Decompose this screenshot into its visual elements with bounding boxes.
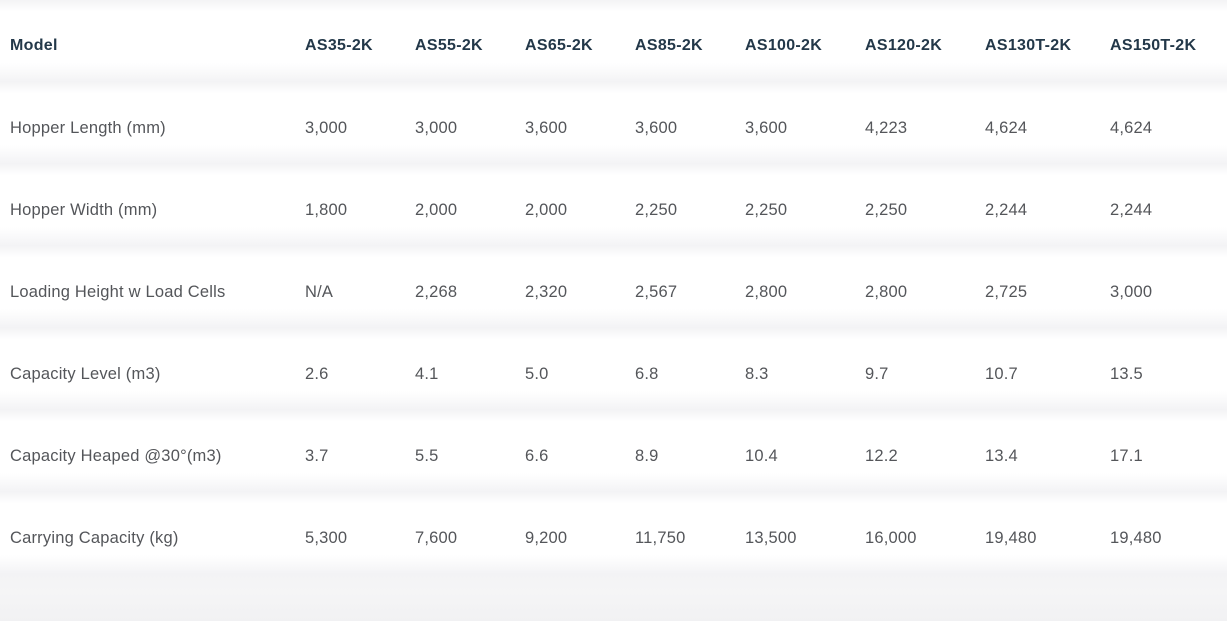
spec-value-cell: 6.6 xyxy=(516,410,626,492)
spec-value-cell: 2,320 xyxy=(516,246,626,328)
spec-value-cell: 2,800 xyxy=(856,246,976,328)
spec-row: Carrying Capacity (kg) 5,300 7,600 9,200 11,… xyxy=(0,492,1227,574)
spec-value-cell: 5.5 xyxy=(406,410,516,492)
spec-value-cell: 2.6 xyxy=(296,328,406,410)
spec-value-cell: 10.7 xyxy=(976,328,1101,410)
spec-value-cell: 2,250 xyxy=(736,164,856,246)
spec-value-cell: 9.7 xyxy=(856,328,976,410)
spec-value-cell: 3.7 xyxy=(296,410,406,492)
spec-value-cell: 4.1 xyxy=(406,328,516,410)
spec-value-cell: 4,624 xyxy=(976,82,1101,164)
spec-value-cell: 2,244 xyxy=(1101,164,1227,246)
header-row: Model AS35-2K AS55-2K AS65-2K AS85-2K AS100-2… xyxy=(0,0,1227,82)
spec-value-cell: 19,480 xyxy=(976,492,1101,574)
spec-value-cell: 2,250 xyxy=(856,164,976,246)
model-column-header: AS65-2K xyxy=(516,0,626,82)
model-column-header: AS100-2K xyxy=(736,0,856,82)
model-column-header: AS35-2K xyxy=(296,0,406,82)
spec-row: Capacity Heaped @30°(m3) 3.7 5.5 6.6 8.9 10.4… xyxy=(0,410,1227,492)
spec-value-cell: 8.3 xyxy=(736,328,856,410)
spec-value-cell: 13.5 xyxy=(1101,328,1227,410)
spec-value-cell: 19,480 xyxy=(1101,492,1227,574)
spec-row-label: Carrying Capacity (kg) xyxy=(0,492,296,574)
spec-value-cell: 2,268 xyxy=(406,246,516,328)
spec-value-cell: 2,000 xyxy=(516,164,626,246)
spec-value-cell: 11,750 xyxy=(626,492,736,574)
spec-value-cell: 2,567 xyxy=(626,246,736,328)
spec-value-cell: 8.9 xyxy=(626,410,736,492)
spec-row-label: Loading Height w Load Cells xyxy=(0,246,296,328)
spec-value-cell: 10.4 xyxy=(736,410,856,492)
spec-row-label: Capacity Level (m3) xyxy=(0,328,296,410)
row-label-column-header: Model xyxy=(0,0,296,82)
spec-value-cell: 2,244 xyxy=(976,164,1101,246)
spec-value-cell: 13,500 xyxy=(736,492,856,574)
spec-row: Hopper Width (mm) 1,800 2,000 2,000 2,250 2,2… xyxy=(0,164,1227,246)
spec-value-cell: 4,624 xyxy=(1101,82,1227,164)
model-column-header: AS120-2K xyxy=(856,0,976,82)
model-column-header: AS55-2K xyxy=(406,0,516,82)
model-column-header: AS85-2K xyxy=(626,0,736,82)
spec-value-cell: 2,000 xyxy=(406,164,516,246)
spec-value-cell: 9,200 xyxy=(516,492,626,574)
spec-value-cell: 2,725 xyxy=(976,246,1101,328)
spec-value-cell: 17.1 xyxy=(1101,410,1227,492)
spec-row: Hopper Length (mm) 3,000 3,000 3,600 3,600 3,… xyxy=(0,82,1227,164)
spec-value-cell: 4,223 xyxy=(856,82,976,164)
spec-value-cell: 7,600 xyxy=(406,492,516,574)
spec-value-cell: 3,000 xyxy=(406,82,516,164)
spec-value-cell: N/A xyxy=(296,246,406,328)
spec-row-label: Hopper Width (mm) xyxy=(0,164,296,246)
spec-value-cell: 3,600 xyxy=(516,82,626,164)
spec-value-cell: 3,000 xyxy=(296,82,406,164)
model-column-header: AS150T-2K xyxy=(1101,0,1227,82)
spec-value-cell: 12.2 xyxy=(856,410,976,492)
model-column-header: AS130T-2K xyxy=(976,0,1101,82)
spec-table-body: Hopper Length (mm) 3,000 3,000 3,600 3,600 3,… xyxy=(0,82,1227,574)
spec-value-cell: 2,800 xyxy=(736,246,856,328)
spec-row-label: Hopper Length (mm) xyxy=(0,82,296,164)
spec-value-cell: 13.4 xyxy=(976,410,1101,492)
spec-value-cell: 5,300 xyxy=(296,492,406,574)
model-spec-table: Model AS35-2K AS55-2K AS65-2K AS85-2K AS100-2… xyxy=(0,0,1227,574)
spec-row: Loading Height w Load Cells N/A 2,268 2,320… xyxy=(0,246,1227,328)
spec-value-cell: 3,600 xyxy=(626,82,736,164)
spec-value-cell: 5.0 xyxy=(516,328,626,410)
bottom-background-strip xyxy=(0,574,1227,621)
spec-value-cell: 16,000 xyxy=(856,492,976,574)
spec-value-cell: 3,000 xyxy=(1101,246,1227,328)
spec-value-cell: 6.8 xyxy=(626,328,736,410)
spec-value-cell: 3,600 xyxy=(736,82,856,164)
spec-row: Capacity Level (m3) 2.6 4.1 5.0 6.8 8.3 9.7 10.… xyxy=(0,328,1227,410)
spec-value-cell: 2,250 xyxy=(626,164,736,246)
spec-value-cell: 1,800 xyxy=(296,164,406,246)
spec-row-label: Capacity Heaped @30°(m3) xyxy=(0,410,296,492)
